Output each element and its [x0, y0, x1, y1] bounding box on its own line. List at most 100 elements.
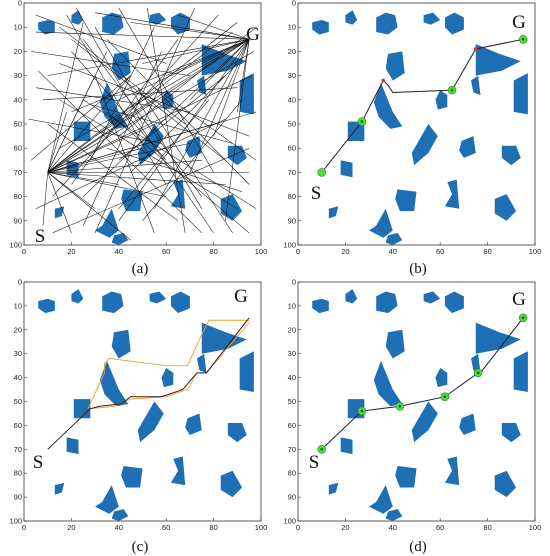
- panel-caption: (c): [132, 539, 149, 555]
- obstacle-21: [95, 485, 119, 514]
- y-tick-label: 50: [288, 397, 296, 406]
- x-tick-label: 20: [67, 523, 75, 532]
- obstacle-19: [220, 470, 243, 498]
- y-tick-label: 30: [288, 71, 296, 80]
- y-tick-label: 80: [288, 192, 296, 201]
- search-tree-edge: [47, 111, 257, 173]
- y-tick-label: 90: [14, 216, 22, 225]
- search-tree-edge: [52, 14, 219, 197]
- obstacle-22: [111, 232, 129, 245]
- y-tick-label: 0: [18, 0, 22, 8]
- y-tick-label: 80: [288, 469, 296, 478]
- search-tree-edge: [30, 75, 131, 161]
- x-tick-label: 0: [22, 523, 26, 532]
- search-tree-edge: [71, 39, 250, 113]
- obstacle-21: [369, 208, 393, 238]
- obstacle-1: [312, 298, 329, 314]
- search-tree-edge: [142, 39, 250, 64]
- start-marker: [317, 168, 327, 177]
- search-tree-edge: [47, 172, 131, 241]
- obstacle-14: [185, 413, 202, 435]
- x-tick-label: 0: [296, 247, 300, 256]
- search-tree-edge: [47, 123, 179, 222]
- search-tree-edge: [28, 118, 162, 144]
- search-tree-edge: [83, 39, 250, 197]
- obstacle-5: [444, 12, 464, 35]
- search-tree-edge: [47, 147, 143, 173]
- obstacle-13: [513, 351, 528, 392]
- obstacle-4: [423, 291, 441, 304]
- y-tick-label: 40: [14, 95, 22, 104]
- obstacle-16: [340, 160, 353, 178]
- path-node-center: [360, 409, 364, 413]
- x-tick-label: 100: [255, 523, 268, 532]
- goal-label: G: [246, 24, 260, 45]
- x-tick-label: 20: [341, 247, 349, 256]
- obstacle-1: [312, 19, 329, 35]
- x-tick-label: 40: [389, 247, 397, 256]
- search-tree-edge: [59, 26, 186, 125]
- obstacle-9: [137, 401, 164, 443]
- y-tick-label: 90: [288, 493, 296, 502]
- x-tick-label: 60: [162, 523, 170, 532]
- obstacle-1: [38, 19, 55, 35]
- search-tree-edge: [71, 51, 167, 161]
- search-tree-edge: [189, 39, 250, 173]
- search-tree-edge: [47, 172, 72, 234]
- x-tick-label: 80: [209, 523, 217, 532]
- obstacle-21: [369, 485, 393, 514]
- obstacle-13: [513, 73, 528, 115]
- y-tick-label: 50: [14, 120, 22, 129]
- y-tick-label: 20: [288, 325, 296, 334]
- obstacle-3: [376, 12, 398, 35]
- search-tree-edge: [118, 26, 257, 137]
- path-node-center: [320, 448, 324, 451]
- search-tree-edge: [66, 14, 167, 185]
- obstacle-9: [137, 124, 164, 166]
- search-tree-edge: [94, 27, 202, 209]
- y-tick-label: 10: [288, 23, 296, 32]
- obstacle-8: [99, 360, 129, 407]
- path-node-center: [521, 316, 525, 320]
- obstacle-6: [111, 329, 131, 359]
- obstacle-11: [475, 44, 521, 76]
- obstacle-2: [71, 289, 84, 304]
- obstacle-19: [494, 194, 517, 221]
- obstacle-16: [66, 437, 79, 455]
- y-tick-label: 60: [14, 144, 22, 153]
- search-tree-edge: [225, 39, 250, 221]
- obstacle-6: [385, 329, 405, 359]
- x-tick-label: 60: [436, 247, 444, 256]
- obstacle-12: [471, 75, 481, 95]
- obstacle-11: [201, 322, 247, 354]
- start-label: S: [33, 452, 44, 473]
- obstacle-15: [227, 145, 247, 166]
- y-tick-label: 30: [14, 71, 22, 80]
- obstacle-18: [170, 179, 186, 209]
- smoothed-path: [47, 317, 250, 450]
- raw-path: [321, 38, 524, 173]
- obstacle-9: [411, 401, 438, 443]
- search-tree-edge: [47, 99, 155, 173]
- obstacle-7: [73, 399, 91, 419]
- obstacle-15: [501, 145, 521, 166]
- obstacle-11: [475, 322, 521, 354]
- search-tree-edge: [35, 118, 226, 209]
- x-tick-label: 80: [483, 523, 491, 532]
- search-tree-edge: [47, 172, 119, 185]
- obstacle-2: [71, 10, 84, 25]
- obstacle-13: [239, 351, 254, 392]
- y-tick-label: 0: [292, 278, 296, 287]
- obstacle-3: [102, 291, 124, 314]
- obstacle-9: [411, 124, 438, 166]
- obstacle-22: [385, 509, 403, 521]
- goal-label: G: [512, 289, 526, 310]
- search-tree-edge: [90, 104, 233, 144]
- y-tick-label: 20: [14, 325, 22, 334]
- obstacle-17: [395, 466, 417, 488]
- search-tree-edge: [47, 172, 96, 209]
- obstacle-18: [444, 179, 460, 209]
- obstacle-4: [149, 12, 167, 25]
